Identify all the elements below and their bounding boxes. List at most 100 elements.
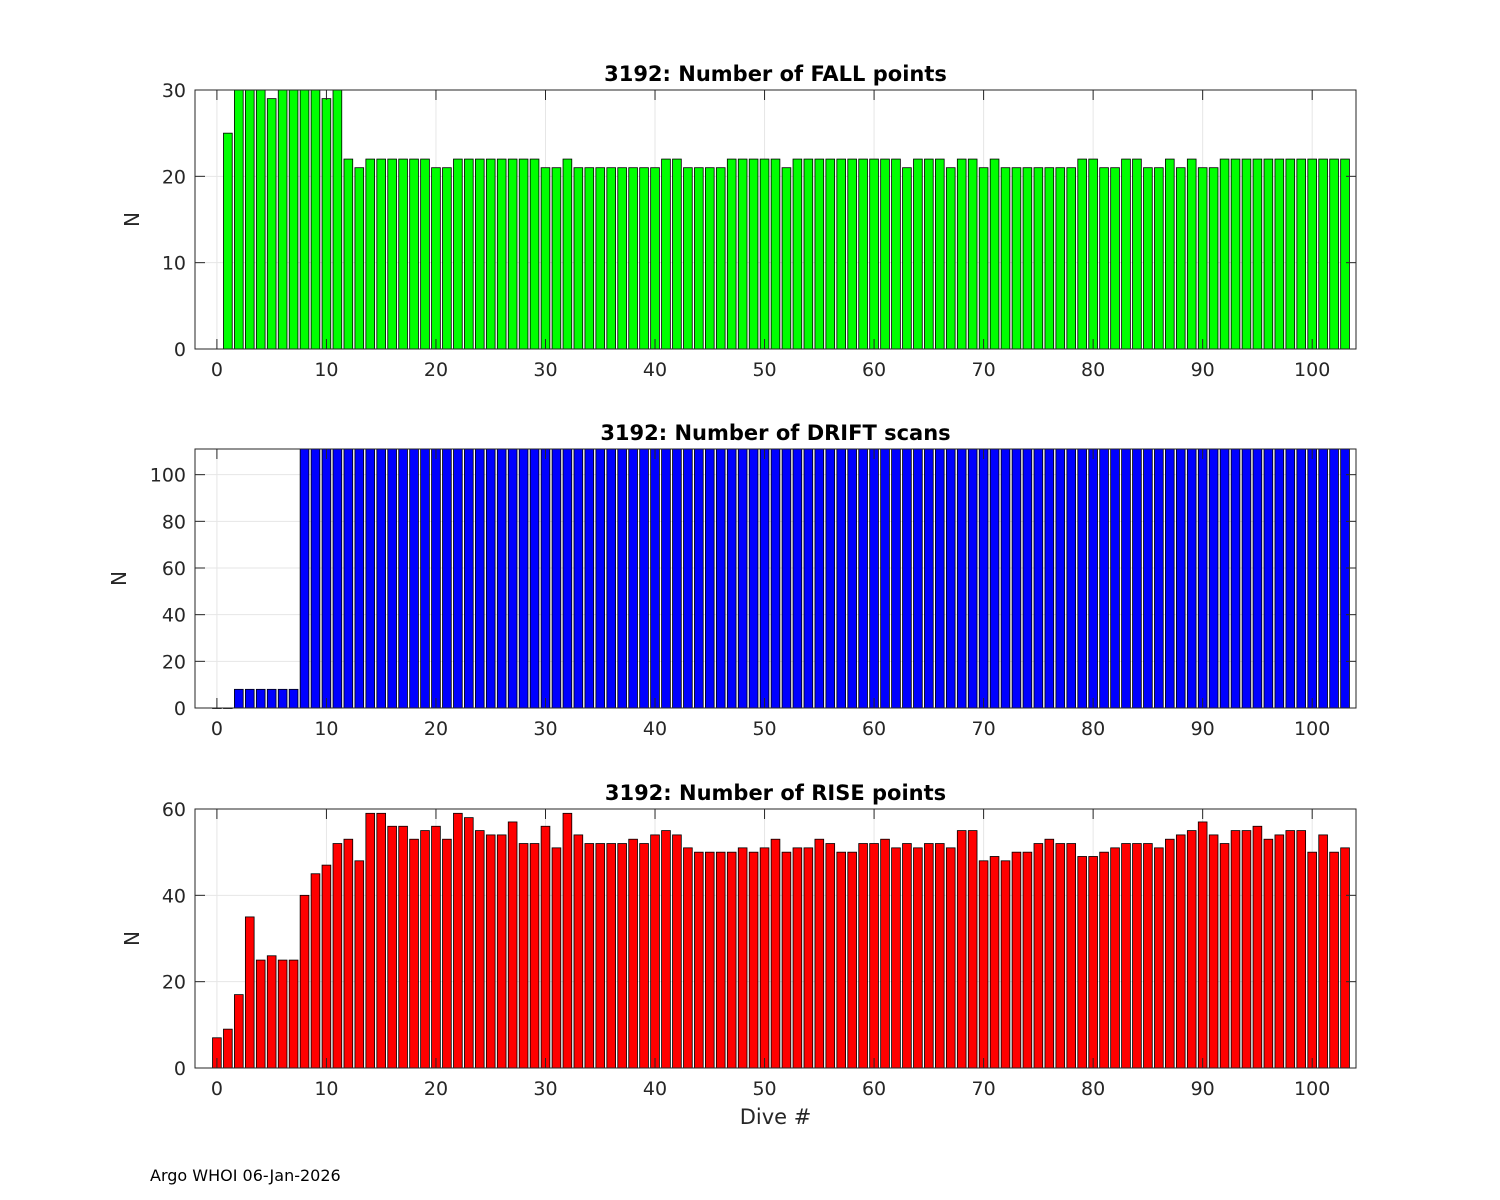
bar-dive-7: [288, 89, 299, 350]
bar-dive-50: [759, 158, 770, 350]
bar-dive-23: [464, 158, 474, 350]
bar-dive-51: [770, 158, 781, 350]
x-tick-label: 40: [643, 718, 667, 740]
bar-dive-25: [485, 448, 496, 709]
bar-dive-75: [1033, 843, 1044, 1069]
bar-dive-78: [1066, 167, 1077, 350]
bar-dive-65: [924, 158, 934, 350]
x-tick-label: 100: [1294, 359, 1330, 381]
y-axis-label: N: [107, 571, 131, 586]
bar-dive-45: [705, 448, 715, 709]
bar-dive-6: [277, 688, 288, 709]
bar-dive-48: [737, 448, 748, 709]
bar-dive-59: [858, 158, 868, 350]
bar-dive-94: [1241, 830, 1252, 1069]
bar-dive-84: [1132, 158, 1142, 350]
bar-dive-43: [683, 847, 693, 1069]
bar-dive-75: [1033, 167, 1044, 350]
x-tick-label: 10: [314, 359, 338, 381]
bar-dive-72: [1000, 860, 1011, 1069]
bar-dive-35: [595, 448, 606, 709]
bar-dive-3: [244, 916, 255, 1069]
bar-dive-67: [945, 847, 956, 1069]
bar-dive-99: [1296, 830, 1307, 1069]
bar-dive-60: [869, 448, 879, 709]
bar-dive-44: [694, 448, 704, 709]
x-tick-label: 100: [1294, 1078, 1330, 1100]
bar-dive-49: [748, 158, 759, 350]
bar-dive-8: [299, 448, 310, 709]
x-tick-label: 90: [1191, 1078, 1215, 1100]
bar-dive-100: [1307, 158, 1317, 350]
bar-dive-87: [1165, 158, 1175, 350]
y-tick-label: 0: [174, 1058, 186, 1080]
y-tick-label: 30: [162, 80, 186, 102]
y-tick-label: 40: [162, 605, 186, 627]
bar-dive-58: [847, 448, 857, 709]
bar-dive-85: [1143, 448, 1153, 709]
bar-dive-62: [891, 448, 901, 709]
x-tick-label: 0: [211, 718, 223, 740]
bar-dive-36: [606, 843, 616, 1069]
y-axis-label: N: [120, 931, 144, 946]
bar-dive-1: [223, 132, 233, 350]
bar-dive-93: [1230, 830, 1241, 1069]
bar-dive-55: [814, 838, 825, 1069]
bar-dive-91: [1208, 167, 1219, 350]
bar-dive-58: [847, 158, 857, 350]
x-tick-label: 0: [211, 359, 223, 381]
bar-dive-50: [759, 847, 770, 1069]
bar-dive-68: [956, 448, 967, 709]
bar-dive-91: [1208, 448, 1219, 709]
bar-dive-44: [694, 167, 704, 350]
bar-dive-84: [1132, 448, 1142, 709]
bar-dive-51: [770, 448, 781, 709]
bar-dive-42: [672, 834, 682, 1069]
bar-dive-4: [255, 959, 266, 1069]
bar-dive-13: [354, 167, 365, 350]
x-tick-label: 80: [1081, 718, 1105, 740]
bar-dive-1: [223, 1028, 233, 1069]
bar-dive-102: [1329, 448, 1339, 709]
y-axis-label: N: [120, 212, 144, 227]
bar-dive-31: [551, 847, 562, 1069]
bar-dive-101: [1318, 158, 1328, 350]
bar-dive-8: [299, 89, 310, 350]
bar-dive-88: [1175, 448, 1186, 709]
bar-dive-73: [1011, 851, 1022, 1069]
bar-dive-9: [310, 89, 321, 350]
bar-dive-20: [431, 825, 441, 1069]
bar-dive-97: [1274, 448, 1285, 709]
bar-dive-79: [1077, 448, 1087, 709]
bar-dive-92: [1219, 158, 1230, 350]
bar-dive-52: [781, 448, 792, 709]
x-tick-label: 90: [1191, 359, 1215, 381]
x-tick-label: 60: [862, 359, 886, 381]
bar-dive-65: [924, 448, 934, 709]
y-tick-label: 10: [162, 253, 186, 275]
bar-dive-20: [431, 448, 441, 709]
bar-dive-86: [1154, 448, 1164, 709]
y-tick-label: 0: [174, 698, 186, 720]
bar-dive-38: [628, 838, 638, 1069]
bar-dive-40: [650, 167, 660, 350]
bar-dive-53: [792, 847, 803, 1069]
bar-dive-16: [387, 158, 397, 350]
x-tick-label: 10: [314, 1078, 338, 1100]
bar-dive-55: [814, 448, 825, 709]
bar-dive-95: [1252, 825, 1263, 1069]
bar-dive-33: [573, 167, 584, 350]
bar-dive-66: [935, 158, 945, 350]
bar-dive-23: [464, 817, 474, 1069]
bar-dive-40: [650, 834, 660, 1069]
bar-dive-42: [672, 158, 682, 350]
bar-dive-17: [398, 448, 408, 709]
bar-dive-72: [1000, 167, 1011, 350]
bar-dive-90: [1197, 448, 1208, 709]
bar-dive-27: [507, 158, 518, 350]
bar-dive-85: [1143, 843, 1153, 1069]
bar-dive-30: [540, 167, 551, 350]
x-tick-label: 30: [533, 359, 557, 381]
bar-dive-34: [584, 448, 595, 709]
